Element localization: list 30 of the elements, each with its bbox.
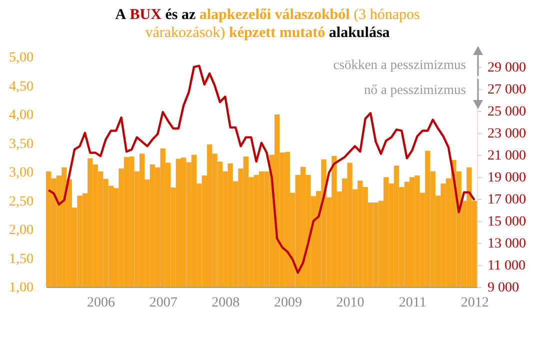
- y2-tick-label: 13 000: [488, 236, 526, 252]
- y2-tick-label: 19 000: [488, 170, 526, 186]
- x-tick-label: 2011: [398, 296, 426, 310]
- x-tick-label: 2012: [460, 296, 489, 310]
- chart-title: A BUX és az alapkezelői válaszokból (3 hónapos várakozások) képzett mutató alakulása: [115, 7, 420, 41]
- y-tick-label: 4,00: [9, 108, 34, 123]
- x-tick-label: 2010: [336, 296, 364, 310]
- y2-tick-label: 15 000: [488, 214, 526, 230]
- y2-tick-label: 23 000: [488, 126, 526, 142]
- y-tick-label: 1,00: [9, 280, 34, 296]
- y-tick-label: 3,50: [9, 136, 34, 152]
- y-tick-label: 3,00: [9, 166, 34, 180]
- y-tick-label: 5,00: [9, 50, 34, 66]
- y2-tick-label: 25 000: [488, 104, 526, 120]
- x-tick-label: 2009: [274, 296, 302, 310]
- x-tick-label: 2007: [149, 296, 178, 310]
- y2-tick-label: 9 000: [488, 280, 519, 296]
- y2-tick-label: 21 000: [488, 148, 526, 164]
- y2-tick-label: 11 000: [488, 258, 526, 274]
- y-tick-label: 2,00: [9, 223, 34, 238]
- y2-tick-label: 17 000: [488, 192, 526, 208]
- y-tick-label: 1,50: [9, 252, 34, 267]
- y-tick-label: 2,50: [9, 194, 34, 210]
- y-tick-label: 4,50: [9, 79, 34, 94]
- y2-tick-label: 29 000: [488, 60, 526, 76]
- annotation: csökken a pesszimizmus: [333, 57, 466, 73]
- x-tick-label: 2006: [87, 296, 116, 310]
- x-tick-label: 2008: [212, 296, 240, 310]
- annotation: nő a pesszimizmus: [364, 82, 466, 98]
- y2-tick-label: 27 000: [488, 82, 526, 98]
